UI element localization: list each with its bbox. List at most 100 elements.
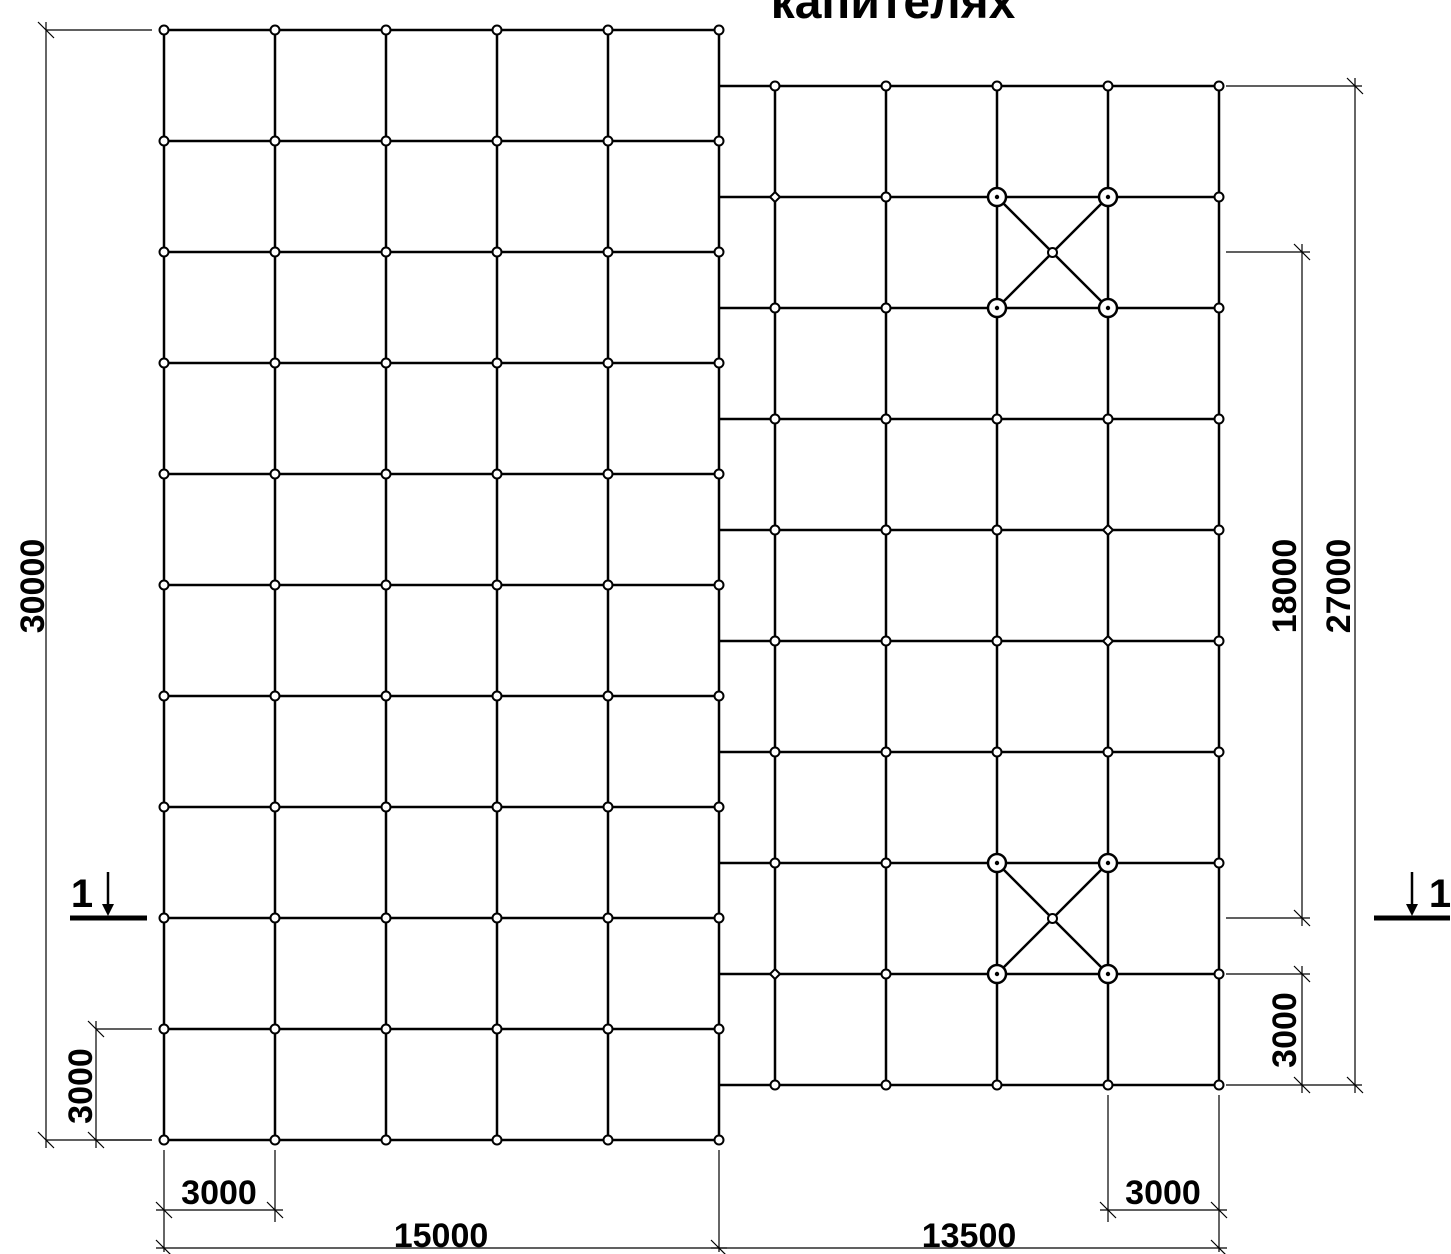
column-node bbox=[713, 912, 725, 924]
column-node bbox=[491, 246, 503, 258]
column-node bbox=[713, 135, 725, 147]
column-node bbox=[380, 468, 392, 480]
dimension-tick bbox=[155, 1201, 173, 1219]
column-node bbox=[491, 690, 503, 702]
column-node bbox=[491, 1023, 503, 1035]
column-node bbox=[602, 1023, 614, 1035]
bracing-layer bbox=[996, 196, 1109, 975]
dimension-tick bbox=[87, 1131, 105, 1149]
column-node bbox=[769, 524, 781, 536]
column-node bbox=[1213, 80, 1225, 92]
dim-right-inner-height-label: 18000 bbox=[1266, 539, 1304, 634]
dimension-tick bbox=[1293, 243, 1311, 261]
column-node bbox=[269, 1023, 281, 1035]
column-node bbox=[158, 912, 170, 924]
column-node bbox=[269, 1134, 281, 1146]
column-node bbox=[158, 1023, 170, 1035]
column-node bbox=[880, 968, 892, 980]
dim-left-bottom-bay-label: 3000 bbox=[62, 1048, 100, 1124]
column-node bbox=[713, 1023, 725, 1035]
column-node bbox=[602, 246, 614, 258]
column-node bbox=[158, 357, 170, 369]
column-node bbox=[1102, 80, 1114, 92]
column-node bbox=[1213, 302, 1225, 314]
column-node bbox=[491, 357, 503, 369]
section-mark-right: 1 bbox=[1374, 872, 1451, 921]
column-node bbox=[158, 468, 170, 480]
column-node bbox=[158, 1134, 170, 1146]
section-mark-left-label: 1 bbox=[71, 872, 93, 916]
column-node bbox=[269, 468, 281, 480]
column-node bbox=[602, 135, 614, 147]
section-mark-right-label: 1 bbox=[1429, 872, 1451, 916]
column-node bbox=[380, 801, 392, 813]
column-node bbox=[158, 135, 170, 147]
column-node bbox=[1213, 968, 1225, 980]
column-node bbox=[880, 635, 892, 647]
column-node bbox=[380, 912, 392, 924]
dimension-tick bbox=[1210, 1239, 1226, 1254]
column-node bbox=[880, 413, 892, 425]
column-node bbox=[991, 413, 1003, 425]
diamond-node bbox=[1101, 523, 1115, 537]
column-node bbox=[769, 80, 781, 92]
dimension-tick bbox=[1293, 909, 1311, 927]
section-mark-left: 1 bbox=[70, 872, 147, 921]
column-node bbox=[713, 24, 725, 36]
column-node bbox=[1213, 857, 1225, 869]
dimension-tick bbox=[37, 21, 55, 39]
column-node bbox=[269, 24, 281, 36]
column-node bbox=[1213, 635, 1225, 647]
column-node bbox=[1213, 746, 1225, 758]
column-node bbox=[602, 468, 614, 480]
column-node bbox=[380, 1023, 392, 1035]
dimension-tick bbox=[1293, 1076, 1311, 1094]
dimension-tick bbox=[155, 1239, 171, 1254]
capital-column-center bbox=[994, 194, 1000, 200]
column-node bbox=[880, 857, 892, 869]
column-node bbox=[1213, 524, 1225, 536]
column-node bbox=[269, 135, 281, 147]
capital-column-center bbox=[1105, 971, 1111, 977]
node-layer bbox=[158, 24, 1225, 1146]
column-node bbox=[769, 302, 781, 314]
column-node bbox=[1213, 413, 1225, 425]
column-node bbox=[880, 302, 892, 314]
capital-column-center bbox=[994, 860, 1000, 866]
column-node bbox=[158, 246, 170, 258]
diamond-node bbox=[768, 190, 782, 204]
dim-right-total-height-label: 27000 bbox=[1320, 539, 1358, 634]
column-node bbox=[269, 357, 281, 369]
column-node bbox=[880, 191, 892, 203]
column-node bbox=[380, 24, 392, 36]
column-node bbox=[380, 690, 392, 702]
column-node bbox=[713, 246, 725, 258]
column-node bbox=[880, 524, 892, 536]
column-node bbox=[713, 579, 725, 591]
column-node bbox=[713, 690, 725, 702]
column-node bbox=[380, 357, 392, 369]
column-node bbox=[602, 579, 614, 591]
dim-left-bay-label: 3000 bbox=[181, 1174, 257, 1212]
dimension-tick bbox=[1346, 77, 1364, 95]
column-node bbox=[491, 912, 503, 924]
column-node bbox=[602, 357, 614, 369]
brace-center-node bbox=[1047, 913, 1058, 924]
capital-column-center bbox=[1105, 860, 1111, 866]
dim-right-total-width-label: 13500 bbox=[922, 1217, 1017, 1254]
column-node bbox=[769, 413, 781, 425]
column-node bbox=[1213, 1079, 1225, 1091]
column-node bbox=[158, 801, 170, 813]
dim-left-total-width-label: 15000 bbox=[394, 1217, 489, 1254]
grid-layer bbox=[162, 28, 1221, 1142]
column-node bbox=[713, 357, 725, 369]
dimension-tick bbox=[1210, 1201, 1228, 1219]
dimension-tick bbox=[1099, 1201, 1117, 1219]
column-node bbox=[991, 524, 1003, 536]
column-node bbox=[602, 801, 614, 813]
column-node bbox=[380, 579, 392, 591]
dimension-tick bbox=[1293, 965, 1311, 983]
column-node bbox=[713, 801, 725, 813]
column-node bbox=[713, 1134, 725, 1146]
